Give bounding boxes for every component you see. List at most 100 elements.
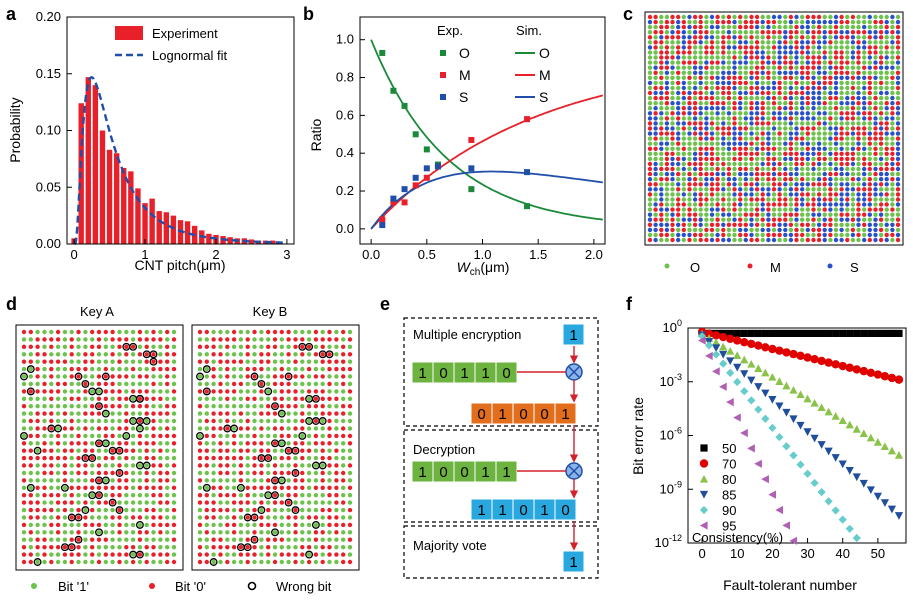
key-a-bit-dot <box>90 530 95 535</box>
key-a-bit-dot <box>90 493 95 498</box>
key-a-wrong-bit <box>142 417 151 425</box>
key-a-bit-dot <box>28 455 33 461</box>
key-b-bit-dot <box>245 366 250 372</box>
matrix-dot <box>816 126 822 131</box>
key-b-bit-dot <box>341 396 346 401</box>
matrix-dot <box>890 35 895 40</box>
matrix-dot <box>653 106 658 111</box>
matrix-dot <box>738 106 743 111</box>
key-b-bit-dot <box>266 426 271 431</box>
matrix-dot <box>653 90 658 96</box>
histogram-bar <box>227 237 233 244</box>
key-a-bit-dot <box>117 552 122 557</box>
matrix-dot <box>895 80 901 86</box>
matrix-dot <box>873 136 878 141</box>
matrix-dot <box>783 126 788 131</box>
matrix-dot <box>738 202 743 207</box>
key-b-bit-dot <box>334 374 339 379</box>
matrix-dot <box>647 95 653 101</box>
key-b-bit-dot <box>266 478 271 483</box>
matrix-dot <box>647 60 653 65</box>
key-b-bit-dot <box>245 470 250 476</box>
key-b-bit-dot <box>286 426 291 431</box>
key-a-bit-dot <box>144 381 149 387</box>
matrix-dot <box>890 106 895 111</box>
matrix-dot <box>681 237 686 243</box>
matrix-dot <box>647 90 653 96</box>
key-a-bit-dot <box>90 418 95 424</box>
key-a-bit-dot <box>171 352 177 357</box>
key-b-bit-dot <box>293 389 298 394</box>
matrix-dot <box>816 90 822 96</box>
matrix-dot <box>828 232 833 238</box>
matrix-dot <box>884 45 889 50</box>
matrix-dot <box>788 101 794 106</box>
matrix-dot <box>884 60 889 65</box>
matrix-dot <box>845 232 850 238</box>
key-a-bit-dot <box>55 507 61 513</box>
key-a-bit-dot <box>165 478 170 483</box>
x-tick-label: 2.0 <box>585 247 603 262</box>
key-a-bit-dot <box>103 500 109 505</box>
key-b-bit-dot <box>279 433 284 439</box>
key-a-bit-dot <box>124 418 129 424</box>
key-b-bit-dot <box>252 463 257 468</box>
key-a-bit-dot <box>69 559 74 565</box>
matrix-dot <box>698 126 703 131</box>
matrix-dot <box>895 55 901 60</box>
key-a-bit-dot <box>117 530 122 535</box>
matrix-dot <box>749 85 754 91</box>
matrix-dot <box>828 136 833 141</box>
matrix-dot <box>687 192 692 197</box>
key-b-bit-dot <box>238 545 244 550</box>
matrix-dot <box>738 131 743 136</box>
matrix-dot <box>664 227 670 233</box>
ber-point-90 <box>845 524 854 533</box>
matrix-dot <box>715 156 720 162</box>
matrix-dot <box>816 182 822 187</box>
matrix-dot <box>647 146 653 151</box>
matrix-dot <box>771 126 777 131</box>
matrix-dot <box>867 19 872 25</box>
matrix-dot <box>822 177 827 182</box>
matrix-dot <box>687 166 692 172</box>
matrix-dot <box>833 111 839 116</box>
matrix-dot <box>681 60 686 65</box>
key-a-bit-dot <box>124 500 129 505</box>
key-a-bit-dot <box>117 537 122 542</box>
matrix-dot <box>653 75 658 81</box>
key-a-bit-dot <box>55 344 61 349</box>
matrix-dot <box>738 116 743 121</box>
matrix-dot <box>833 40 839 45</box>
key-a-bit-dot <box>151 493 156 498</box>
key-a-bit-dot <box>137 426 143 431</box>
matrix-dot <box>828 146 833 151</box>
key-a-bit-dot <box>28 515 33 520</box>
key-b-bit-dot <box>259 537 264 542</box>
key-a-bit-dot <box>158 359 163 364</box>
key-a-bit-dot <box>124 344 129 349</box>
matrix-dot <box>743 35 748 40</box>
matrix-dot <box>845 166 850 172</box>
x-tick-label: 0.5 <box>418 247 436 262</box>
matrix-dot <box>794 177 799 182</box>
key-a-bit-dot <box>130 426 136 431</box>
key-a-wrong-bit <box>122 431 131 440</box>
matrix-dot <box>777 19 782 25</box>
panel-label-d: d <box>6 294 17 314</box>
matrix-dot <box>895 85 901 91</box>
matrix-dot <box>715 24 720 30</box>
matrix-dot <box>704 121 709 126</box>
key-b-bit-dot <box>238 522 244 528</box>
matrix-dot <box>890 95 895 101</box>
ber-point-50 <box>895 329 903 337</box>
matrix-dot <box>800 35 805 40</box>
matrix-dot <box>698 35 703 40</box>
key-b-bit-dot <box>313 545 319 550</box>
key-a-bit-dot <box>28 418 33 424</box>
key-b-bit-dot <box>341 366 346 372</box>
legend-marker-70 <box>699 459 709 468</box>
matrix-dot <box>766 90 771 96</box>
key-b-bit-dot <box>347 366 353 372</box>
key-b-bit-dot <box>211 493 216 498</box>
